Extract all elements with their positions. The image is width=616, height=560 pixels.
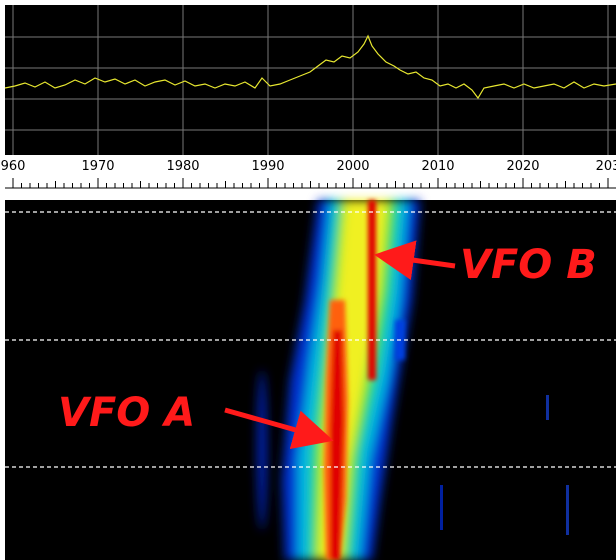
waterfall-signal: [257, 200, 569, 560]
spectrum-panel: [5, 5, 616, 155]
waterfall-time-marks: [5, 211, 616, 468]
arrow-vfo-a: [224, 407, 334, 450]
spectrum-grid: [5, 5, 616, 155]
scale-label: 1980: [166, 159, 199, 174]
scale-label: 960: [1, 159, 26, 174]
scale-label: 203: [596, 159, 616, 174]
frequency-scale: [5, 155, 616, 200]
scale-ticks: [5, 178, 616, 189]
vfo-b-label: VFO B: [460, 242, 597, 288]
spectrum-trace: [4, 34, 616, 100]
vfo-a-label: VFO A: [58, 390, 195, 436]
arrow-vfo-b: [374, 240, 456, 280]
scale-label: 1970: [81, 159, 114, 174]
scale-label: 2000: [336, 159, 369, 174]
scale-label: 2010: [421, 159, 454, 174]
scale-label: 2020: [506, 159, 539, 174]
scale-label: 1990: [251, 159, 284, 174]
